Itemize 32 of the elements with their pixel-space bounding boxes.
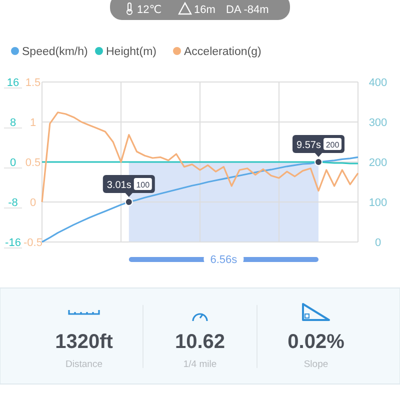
y2-tick-label: 100 bbox=[368, 197, 388, 209]
text: 6.56s bbox=[210, 254, 238, 266]
y-tick-label: 8 bbox=[10, 117, 16, 129]
line-series bbox=[41, 156, 359, 243]
text: Slope bbox=[304, 359, 328, 370]
y-tick-label: -8 bbox=[8, 197, 18, 209]
text: 10.62 bbox=[174, 331, 226, 353]
y2-tick-label: 400 bbox=[368, 77, 388, 89]
legend-label: Speed(km/h) bbox=[22, 46, 88, 58]
y2-tick-label: 200 bbox=[368, 157, 388, 169]
y2-tick-label: 300 bbox=[368, 117, 388, 129]
y2-tick-label: 0 bbox=[374, 237, 382, 249]
line-series bbox=[41, 112, 359, 203]
y3-tick-label: 1.5 bbox=[25, 77, 41, 89]
text: 16m bbox=[194, 4, 216, 16]
y-tick-label: -16 bbox=[5, 237, 21, 249]
y3-tick-label: 0 bbox=[30, 197, 36, 209]
text: 1/4 mile bbox=[183, 359, 217, 370]
text: 12℃ bbox=[137, 4, 162, 16]
text: 0.02% bbox=[288, 331, 345, 353]
annotation: 9.57s 200 bbox=[296, 140, 340, 151]
y3-tick-label: -0.5 bbox=[24, 237, 42, 249]
legend-label: Acceleration(g) bbox=[184, 46, 262, 58]
y-tick-label: 0 bbox=[10, 157, 16, 169]
text: 1320ft bbox=[55, 331, 114, 353]
y3-tick-label: 1 bbox=[30, 117, 36, 129]
text: Distance bbox=[66, 359, 102, 370]
legend-label: Height(m) bbox=[106, 46, 157, 58]
y3-tick-label: 0.5 bbox=[25, 157, 41, 169]
text: DA -84m bbox=[226, 4, 269, 16]
annotation: 3.01s 100 bbox=[106, 180, 150, 191]
y-tick-label: 16 bbox=[6, 77, 20, 89]
